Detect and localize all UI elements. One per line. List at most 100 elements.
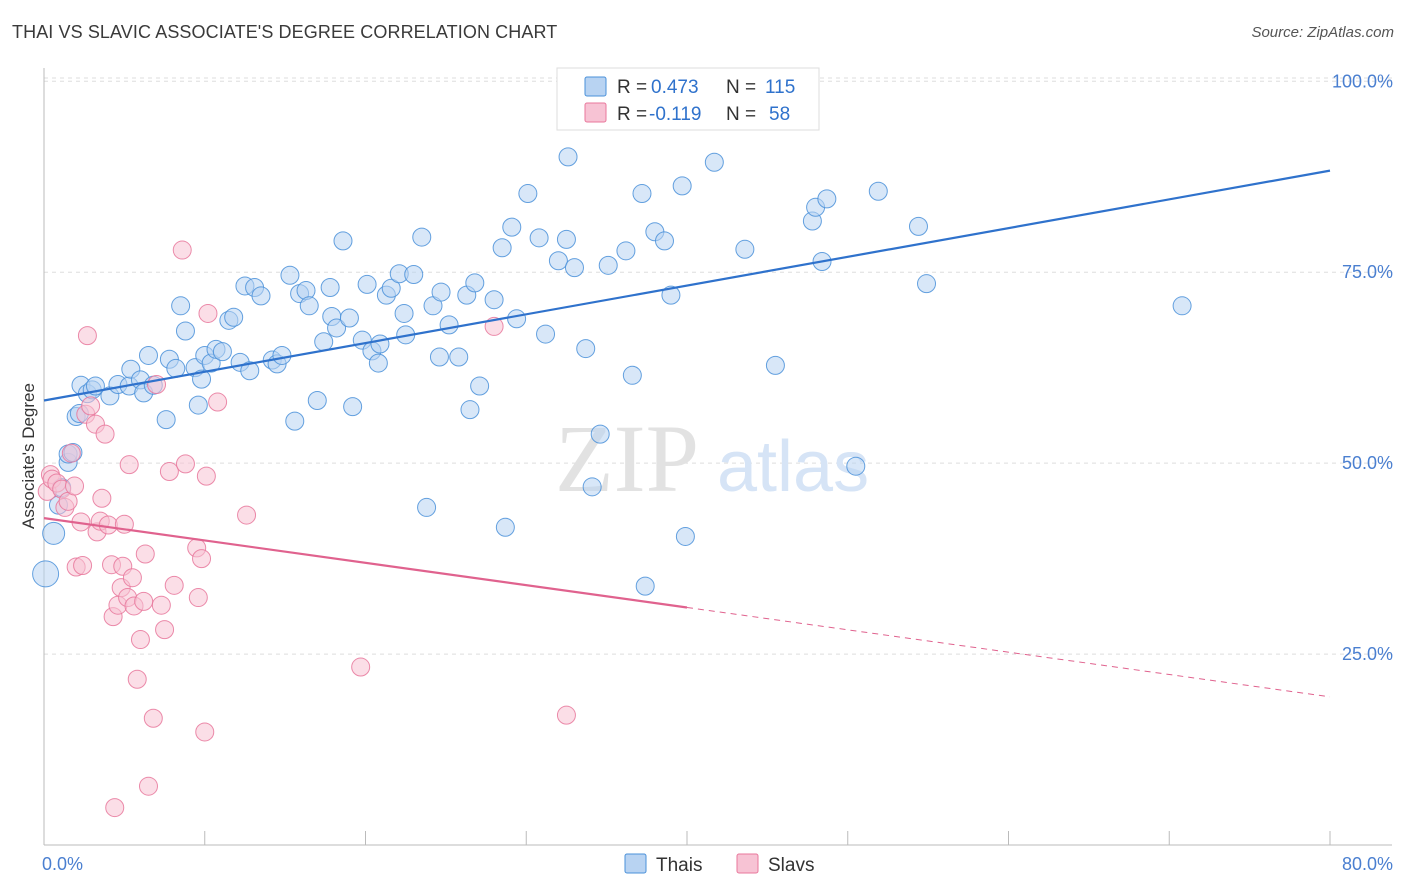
legend-n-label-slavs: N = [726,104,756,125]
legend-n-value-slavs: 58 [769,104,790,125]
y-axis-title: Associate's Degree [19,383,38,529]
slav-trend-line [43,517,688,609]
slav-point-19 [95,424,115,444]
y-tick-label-75: 75.0% [1342,262,1393,282]
thai-point-68 [417,497,437,517]
y-tick-label-50: 50.0% [1342,453,1393,473]
slav-point-29 [119,455,139,475]
thai-point-113 [917,274,937,294]
thai-point-101 [672,176,692,196]
thai-point-25 [175,321,195,341]
thai-point-70 [429,347,449,367]
thai-point-37 [240,361,260,381]
y-tick-label-25: 25.0% [1342,644,1393,664]
thai-point-48 [307,391,327,411]
slav-point-37 [143,708,163,728]
thai-point-97 [635,576,655,596]
legend-n-value-thais: 115 [765,77,795,98]
thai-point-1 [42,521,66,545]
slav-point-11 [73,555,93,575]
slav-point-7 [61,443,81,463]
thai-point-44 [285,411,305,431]
slav-point-30 [122,568,142,588]
slav-point-46 [188,588,208,608]
thai-point-94 [616,241,636,261]
thai-point-86 [548,251,568,271]
chart-source: Source: ZipAtlas.com [1251,24,1394,41]
thai-point-75 [460,400,480,420]
thai-point-64 [394,303,414,323]
watermark-zip: ZIP [555,405,699,512]
legend-swatch-thais [584,76,607,97]
legend-series: Thais Slavs [624,853,814,876]
slav-point-8 [65,476,85,496]
slav-point-18 [92,488,112,508]
thai-point-102 [675,526,695,546]
tick-labels: 25.0% 50.0% 75.0% 100.0% 0.0% 80.0% [42,71,1393,874]
thai-point-24 [171,296,191,316]
slav-point-36 [138,776,158,796]
thai-point-67 [412,227,432,247]
thai-point-34 [224,307,244,327]
thai-point-112 [908,216,928,236]
slav-point-49 [196,466,216,486]
y-tick-label-100: 100.0% [1332,71,1393,91]
slav-point-20 [98,515,118,535]
thai-point-52 [327,318,347,338]
thai-point-71 [431,282,451,302]
x-tick-label-min: 0.0% [42,854,83,874]
thai-point-39 [251,286,271,306]
thai-point-100 [661,285,681,305]
thai-point-111 [868,181,888,201]
thai-point-90 [576,339,596,359]
thai-point-43 [280,265,300,285]
legend-r-value-slavs: -0.119 [649,104,701,125]
slav-point-33 [130,630,150,650]
series-slavs [37,240,576,818]
legend-r-label-slavs: R = [617,104,647,125]
slav-point-44 [175,454,195,474]
thai-point-54 [339,308,359,328]
thai-point-114 [1172,296,1192,316]
thai-point-47 [299,296,319,316]
thai-point-80 [495,517,515,537]
thai-point-83 [518,184,538,204]
thai-point-103 [704,152,724,172]
thai-point-49 [314,332,334,352]
thai-point-55 [343,397,363,417]
slav-point-43 [172,240,192,260]
thai-point-99 [654,231,674,251]
chart-title: THAI VS SLAVIC ASSOCIATE'S DEGREE CORREL… [12,22,558,42]
thai-point-84 [529,228,549,248]
slav-point-35 [135,544,155,564]
thai-point-62 [381,278,401,298]
trend-lines [43,169,1331,698]
thai-point-28 [192,369,212,389]
thai-trend-line [43,169,1331,402]
thai-point-105 [765,355,785,375]
slav-trend-line-extrapolated [686,606,1331,698]
slav-point-14 [81,396,101,416]
legend-swatch-slavs [584,102,607,123]
slav-point-39 [151,595,171,615]
legend-bottom-swatch-thais [624,853,647,874]
slav-point-23 [105,798,125,818]
legend-correlation: R = 0.473 N = 115 R = -0.119 N = 58 [556,67,820,131]
thai-point-88 [558,147,578,167]
thai-point-19 [138,345,158,365]
slav-point-32 [127,669,147,689]
thai-point-57 [357,274,377,294]
thai-point-91 [582,477,602,497]
legend-n-label-thais: N = [726,77,756,98]
thai-point-82 [507,309,527,329]
thai-point-92 [590,424,610,444]
slav-point-13 [77,326,97,346]
thai-point-110 [846,456,866,476]
thai-point-85 [536,324,556,344]
thai-point-96 [632,184,652,204]
slav-point-42 [164,575,184,595]
legend-r-label-thais: R = [617,77,647,98]
thai-point-76 [465,273,485,293]
thai-point-78 [484,290,504,310]
